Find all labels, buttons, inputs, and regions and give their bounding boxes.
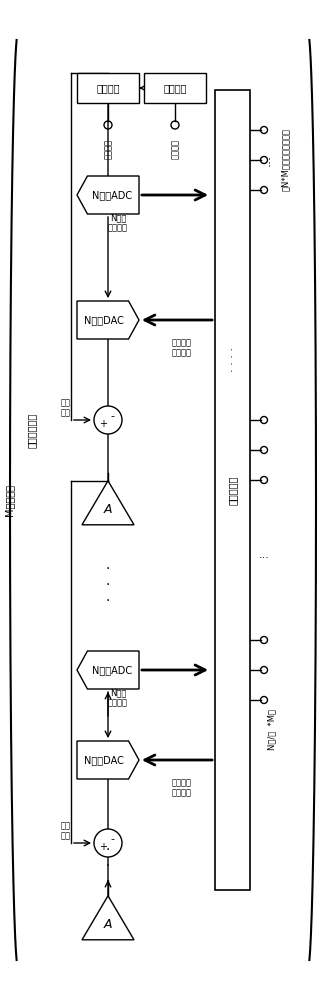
Text: M级流水线: M级流水线: [4, 484, 14, 516]
Text: N位子ADC: N位子ADC: [92, 665, 132, 675]
Text: N位子DAC: N位子DAC: [84, 315, 124, 325]
Text: 模拟输入信号: 模拟输入信号: [27, 412, 37, 448]
Text: ·
·
·: · · ·: [106, 562, 110, 608]
Text: 模拟输入: 模拟输入: [103, 139, 112, 159]
Text: 采样时钟: 采样时钟: [171, 139, 179, 159]
Text: 时钟控制: 时钟控制: [163, 83, 187, 93]
Text: 余差
信号: 余差 信号: [61, 821, 71, 841]
Text: N位子DAC: N位子DAC: [84, 755, 124, 765]
Text: ...: ...: [259, 154, 272, 166]
Polygon shape: [77, 651, 139, 689]
Bar: [144, 73, 206, 103]
Text: N位/级  *M级: N位/级 *M级: [267, 710, 277, 750]
Text: +: +: [99, 419, 107, 429]
Polygon shape: [77, 741, 139, 779]
Text: N位子ADC: N位子ADC: [92, 190, 132, 200]
Text: A: A: [104, 918, 112, 931]
Text: +: +: [99, 842, 107, 852]
Text: 输出寄存器: 输出寄存器: [227, 475, 238, 505]
Text: 量化结果
反馈信号: 量化结果 反馈信号: [172, 338, 192, 357]
Text: · · · ·: · · · ·: [227, 348, 238, 372]
Text: 量化结果
反馈信号: 量化结果 反馈信号: [172, 778, 192, 797]
Text: 采样保持: 采样保持: [96, 83, 120, 93]
Text: N位二
进制数据: N位二 进制数据: [108, 213, 128, 232]
Text: ·
·
·: · · ·: [106, 843, 110, 889]
Polygon shape: [82, 481, 134, 525]
Text: 余差
信号: 余差 信号: [61, 398, 71, 418]
Circle shape: [94, 829, 122, 857]
Text: -: -: [111, 411, 115, 421]
Text: N位二
进制数据: N位二 进制数据: [108, 688, 128, 707]
Polygon shape: [82, 896, 134, 940]
Bar: [215, 90, 250, 890]
Polygon shape: [77, 301, 139, 339]
Text: -: -: [111, 834, 115, 844]
Text: 共N*M位二进制数据输出: 共N*M位二进制数据输出: [280, 129, 290, 191]
Circle shape: [94, 406, 122, 434]
Bar: [77, 73, 139, 103]
Polygon shape: [77, 176, 139, 214]
Text: ...: ...: [259, 550, 269, 560]
Text: A: A: [104, 503, 112, 516]
